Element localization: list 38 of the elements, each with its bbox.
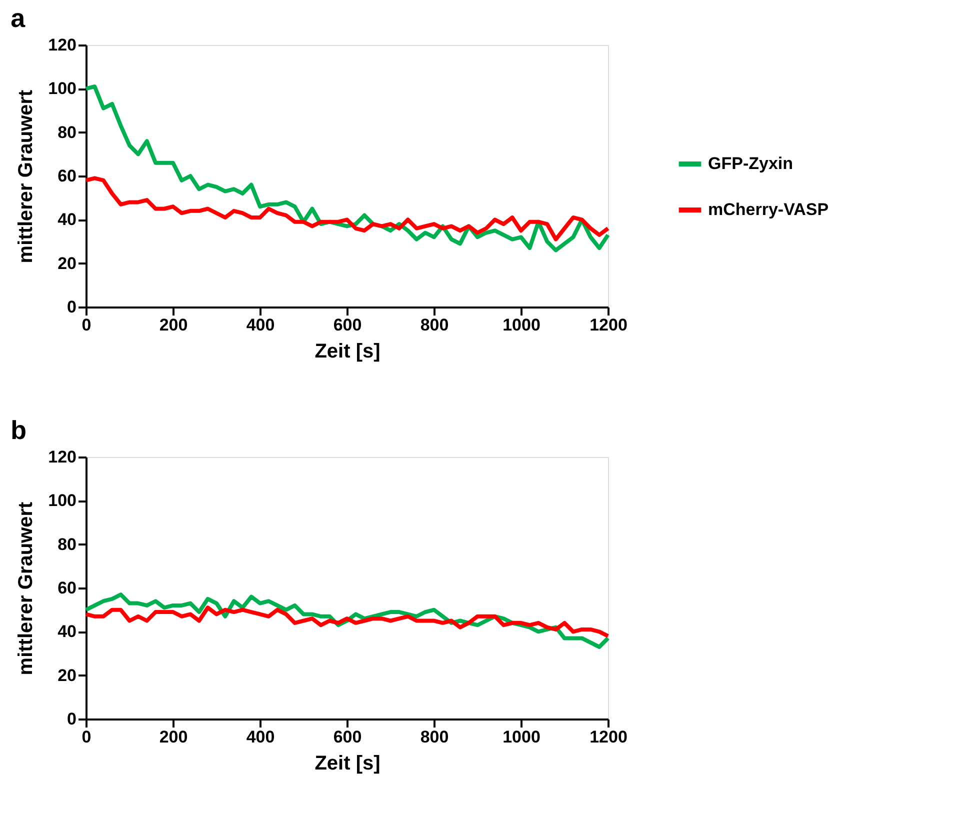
y-tick-label: 0	[67, 298, 76, 316]
x-tick-label: 0	[82, 728, 92, 746]
x-axis-title: Zeit [s]	[314, 752, 380, 774]
x-tick-label: 600	[333, 728, 362, 746]
y-tick-label: 120	[48, 448, 76, 466]
legend-label: GFP-Zyxin	[708, 154, 794, 173]
y-tick-label: 80	[58, 122, 76, 142]
x-tick-label: 400	[246, 728, 275, 746]
y-tick-label: 60	[58, 578, 76, 598]
y-tick-label: 0	[67, 710, 76, 728]
chart-title: b	[10, 415, 27, 445]
x-tick-label: 800	[420, 728, 449, 746]
line-series	[84, 606, 610, 638]
y-tick-label: 120	[48, 36, 76, 54]
y-tick-label: 40	[58, 210, 76, 230]
x-axis-title: Zeit [s]	[314, 340, 380, 362]
y-tick-label: 100	[48, 491, 76, 510]
x-tick-label: 1000	[502, 728, 540, 746]
y-axis-title: mittlerer Grauwert	[15, 501, 38, 676]
y-tick-label: 100	[48, 79, 76, 98]
y-tick-label: 80	[58, 534, 76, 554]
x-tick-label: 200	[159, 316, 188, 334]
y-tick-label: 20	[58, 254, 76, 273]
line-series	[84, 176, 610, 242]
x-tick-label: 1000	[502, 316, 540, 334]
x-tick-label: 1200	[590, 316, 628, 334]
chart-title: a	[10, 3, 26, 33]
x-tick-label: 800	[420, 316, 449, 334]
x-tick-label: 200	[159, 728, 188, 746]
legend-label: mCherry-VASP	[708, 200, 829, 219]
x-tick-label: 600	[333, 316, 362, 334]
x-tick-label: 0	[82, 316, 92, 334]
y-axis-title: mittlerer Grauwert	[15, 89, 38, 264]
y-tick-label: 20	[58, 666, 76, 685]
y-tick-label: 60	[58, 166, 76, 186]
x-tick-label: 1200	[590, 728, 628, 746]
y-tick-label: 40	[58, 622, 76, 642]
x-tick-label: 400	[246, 316, 275, 334]
